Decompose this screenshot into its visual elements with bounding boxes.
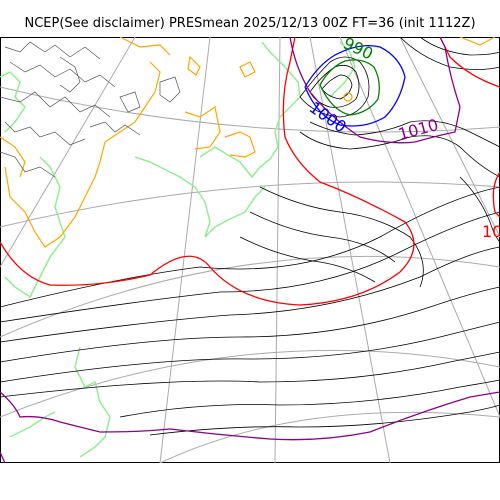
low-center <box>343 92 353 102</box>
pressure-map: 1000 1010 990 10 <box>0 37 500 463</box>
isobar <box>119 379 500 418</box>
isobar <box>0 286 500 363</box>
isobar <box>309 120 500 148</box>
isobar <box>0 351 500 398</box>
topo-contour <box>119 37 171 56</box>
isobar <box>399 37 500 70</box>
topo-contour <box>0 136 26 178</box>
isobars <box>0 37 500 436</box>
isobar-1010 <box>0 37 500 463</box>
topo-contour <box>459 37 496 46</box>
isobar <box>299 131 500 178</box>
terrain-detail <box>0 41 181 178</box>
coastline-kyushu <box>74 346 111 458</box>
topo-contour <box>4 61 161 248</box>
topo-contour <box>184 106 221 150</box>
isobar <box>0 211 500 323</box>
coastline-japan <box>199 41 301 179</box>
longitude-line <box>399 37 500 238</box>
isobar <box>0 246 500 343</box>
coastline-kamchatka <box>329 41 356 98</box>
topo-contour <box>224 131 256 158</box>
longitude-line <box>159 37 211 463</box>
isobar-1000 <box>304 44 406 127</box>
chart-title: NCEP(See disclaimer) PRESmean 2025/12/13… <box>24 16 476 31</box>
longitude-line <box>0 37 136 268</box>
isobar <box>0 321 500 383</box>
latitude-line <box>0 255 500 338</box>
label-right: 10 <box>482 222 500 241</box>
isobar <box>149 404 500 436</box>
isobar-990 <box>319 59 380 116</box>
isobar <box>321 74 353 100</box>
isobar-1020 <box>0 37 500 306</box>
coastline-islands <box>9 411 56 438</box>
latitude-line <box>0 86 500 133</box>
map-frame <box>0 37 500 463</box>
longitude-line <box>274 37 281 463</box>
topo-contour <box>239 61 256 78</box>
coastline-honshu <box>134 156 266 238</box>
latitude-line <box>0 181 500 228</box>
isobar <box>259 186 424 288</box>
isobar <box>419 37 500 56</box>
isobar <box>299 56 370 118</box>
latitude-line <box>0 349 500 418</box>
topography-contours <box>0 37 496 248</box>
isobar <box>239 236 376 283</box>
latitude-line <box>159 411 500 463</box>
topo-contour <box>187 55 201 76</box>
isobar <box>459 176 500 243</box>
coastline-nw <box>0 71 26 133</box>
isobar <box>249 211 396 263</box>
